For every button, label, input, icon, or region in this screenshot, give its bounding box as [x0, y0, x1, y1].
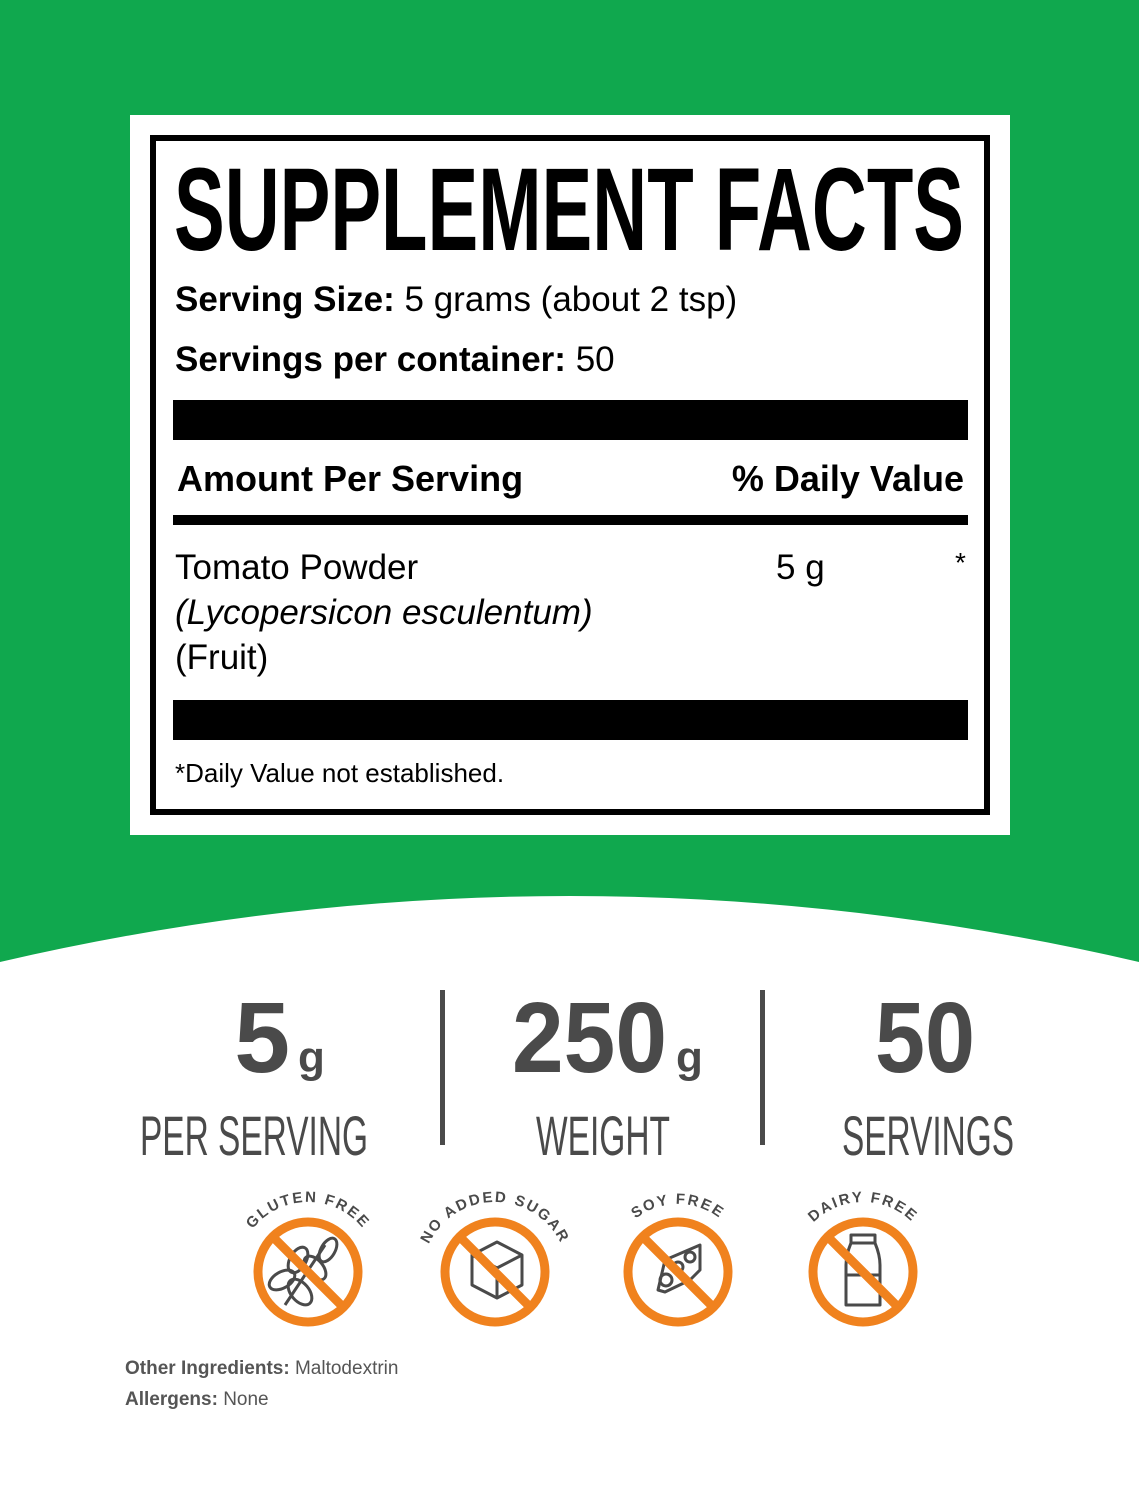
serving-size-label: Serving Size:: [175, 280, 395, 319]
stat-label: SERVINGS: [842, 1104, 1014, 1167]
stat-value: 250: [512, 982, 667, 1094]
other-ingredients-value: Maltodextrin: [294, 1358, 399, 1379]
servings-label: Servings per container:: [175, 340, 566, 379]
ingredient-common-name: Tomato Powder: [175, 548, 419, 587]
stat-per-serving: 5 g PER SERVING: [140, 982, 368, 1167]
stat-unit: g: [298, 1033, 325, 1082]
ingredient-dv: *: [955, 547, 966, 578]
stat-value: 50: [875, 982, 975, 1094]
header-divider: [173, 515, 968, 525]
amount-header: Amount Per Serving: [177, 458, 524, 499]
footnote: *Daily Value not established.: [175, 758, 505, 788]
free-from-badges: GLUTEN FREE NO ADDED SUGAR SOY FREE DAIR…: [243, 1189, 919, 1327]
other-ingredients-label: Other Ingredients:: [125, 1358, 290, 1379]
svg-text:SUPPLEMENT FACTS: SUPPLEMENT FACTS: [174, 150, 964, 260]
ingredient-part: (Fruit): [175, 638, 269, 677]
ingredient-amount: 5 g: [776, 548, 825, 587]
stat-value: 5: [234, 982, 290, 1094]
thick-divider: [173, 400, 968, 440]
stat-servings: 50 SERVINGS: [842, 982, 1014, 1167]
dv-header: % Daily Value: [731, 458, 964, 499]
badge-gluten-free-prohibition-icon: [253, 1217, 363, 1327]
bottom-divider: [173, 700, 968, 740]
stat-divider: [440, 990, 445, 1145]
allergens: Allergens: None: [125, 1389, 269, 1411]
facts-title: SUPPLEMENT FACTS: [174, 150, 964, 260]
allergens-value: None: [223, 1389, 269, 1410]
servings-value: 50: [575, 340, 615, 379]
serving-size-value: 5 grams (about 2 tsp): [404, 280, 738, 319]
allergens-label: Allergens:: [125, 1389, 218, 1410]
facts-border: [150, 135, 990, 815]
stat-divider: [760, 990, 765, 1145]
badge-dairy-free-prohibition-icon: [808, 1217, 918, 1327]
ingredient-latin-name: (Lycopersicon esculentum): [175, 593, 593, 632]
stat-unit: g: [676, 1033, 703, 1082]
other-ingredients: Other Ingredients: Maltodextrin: [125, 1358, 398, 1380]
stat-label: WEIGHT: [536, 1104, 670, 1167]
stat-weight: 250 g WEIGHT: [512, 982, 703, 1167]
ingredient-name: Tomato Powder (Lycopersicon esculentum) …: [175, 545, 593, 680]
badge-no-added-sugar-prohibition-icon: [440, 1217, 550, 1327]
serving-size: Serving Size: 5 grams (about 2 tsp): [175, 280, 737, 320]
badge-soy-free-text: SOY FREE: [628, 1191, 728, 1222]
servings-per-container: Servings per container: 50: [175, 340, 615, 380]
stat-label: PER SERVING: [140, 1104, 368, 1167]
badge-soy-free-prohibition-icon: [623, 1217, 733, 1327]
